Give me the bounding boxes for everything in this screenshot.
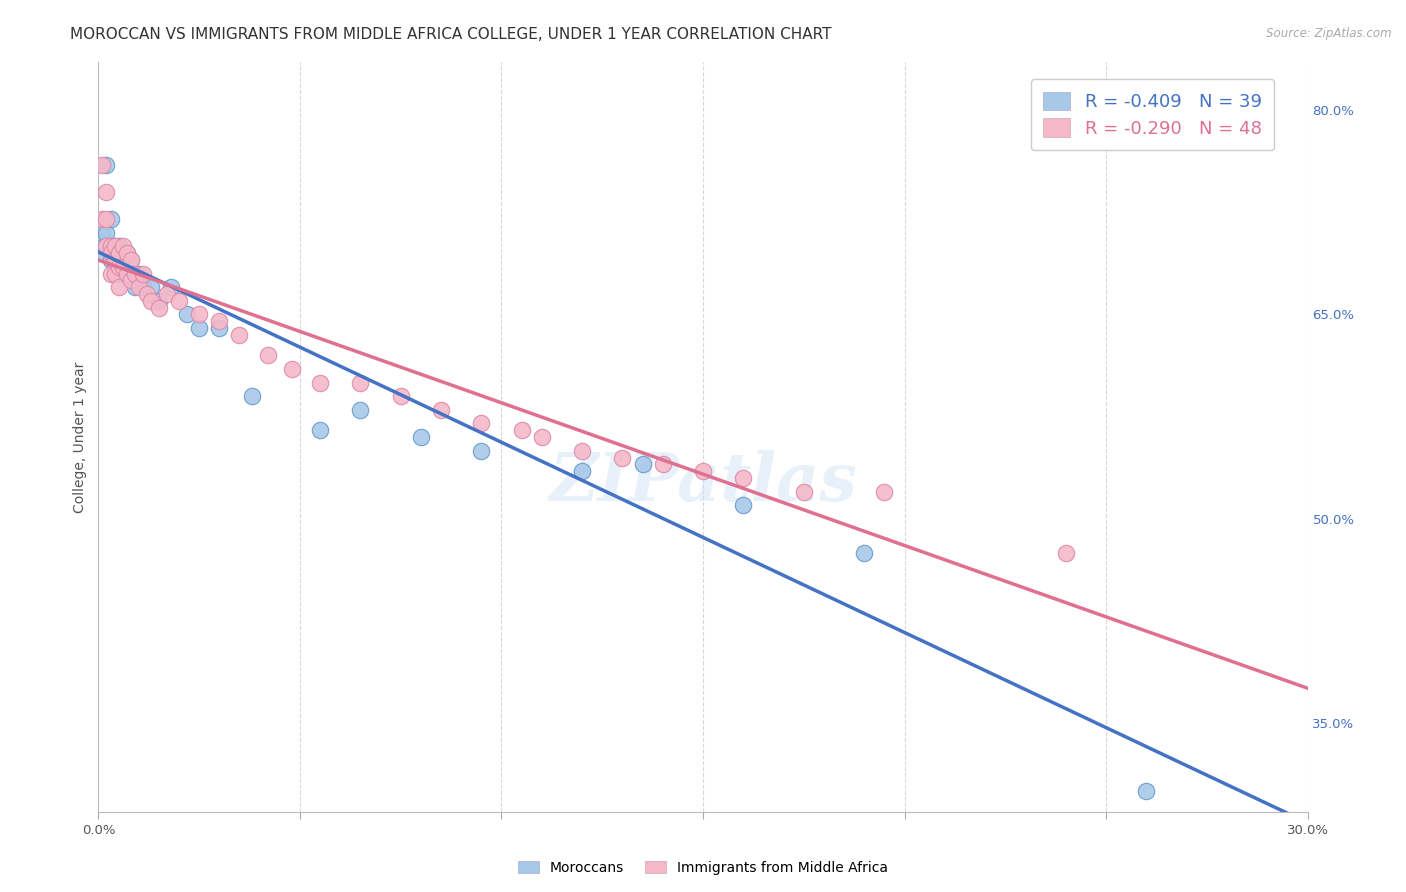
Point	[733, 498, 755, 512]
Point	[132, 267, 155, 281]
Point	[853, 546, 876, 560]
Point	[309, 423, 332, 437]
Point	[470, 417, 492, 431]
Y-axis label: College, Under 1 year: College, Under 1 year	[73, 361, 87, 513]
Point	[148, 293, 170, 308]
Point	[228, 327, 250, 342]
Point	[103, 246, 125, 260]
Point	[128, 267, 150, 281]
Point	[167, 293, 190, 308]
Point	[115, 246, 138, 260]
Point	[111, 260, 134, 274]
Point	[107, 246, 129, 260]
Legend: Moroccans, Immigrants from Middle Africa: Moroccans, Immigrants from Middle Africa	[512, 855, 894, 880]
Point	[124, 267, 146, 281]
Point	[100, 212, 122, 227]
Point	[96, 226, 118, 240]
Point	[115, 267, 138, 281]
Point	[651, 458, 673, 472]
Point	[124, 280, 146, 294]
Point	[281, 362, 304, 376]
Point	[100, 267, 122, 281]
Point	[100, 239, 122, 253]
Point	[103, 260, 125, 274]
Point	[132, 280, 155, 294]
Point	[510, 423, 533, 437]
Point	[96, 158, 118, 172]
Point	[96, 239, 118, 253]
Point	[103, 267, 125, 281]
Point	[631, 458, 654, 472]
Point	[1135, 784, 1157, 798]
Point	[389, 389, 412, 403]
Point	[91, 212, 114, 227]
Point	[107, 260, 129, 274]
Point	[111, 239, 134, 253]
Point	[188, 308, 211, 322]
Point	[612, 450, 634, 465]
Point	[430, 402, 453, 417]
Point	[100, 252, 122, 267]
Point	[733, 471, 755, 485]
Point	[107, 239, 129, 253]
Point	[120, 252, 142, 267]
Point	[176, 308, 198, 322]
Point	[208, 321, 231, 335]
Point	[208, 314, 231, 328]
Point	[91, 239, 114, 253]
Point	[100, 239, 122, 253]
Point	[96, 239, 118, 253]
Point	[692, 464, 714, 478]
Point	[91, 158, 114, 172]
Point	[115, 267, 138, 281]
Text: Source: ZipAtlas.com: Source: ZipAtlas.com	[1267, 27, 1392, 40]
Point	[107, 267, 129, 281]
Point	[135, 287, 157, 301]
Point	[115, 246, 138, 260]
Point	[470, 443, 492, 458]
Legend: R = -0.409   N = 39, R = -0.290   N = 48: R = -0.409 N = 39, R = -0.290 N = 48	[1031, 79, 1274, 150]
Point	[530, 430, 553, 444]
Point	[103, 252, 125, 267]
Point	[139, 293, 162, 308]
Point	[120, 252, 142, 267]
Point	[349, 402, 371, 417]
Point	[309, 376, 332, 390]
Point	[240, 389, 263, 403]
Point	[793, 484, 815, 499]
Point	[100, 246, 122, 260]
Point	[156, 287, 179, 301]
Point	[1054, 546, 1077, 560]
Point	[107, 246, 129, 260]
Point	[91, 226, 114, 240]
Point	[111, 246, 134, 260]
Point	[103, 239, 125, 253]
Point	[111, 260, 134, 274]
Point	[160, 280, 183, 294]
Point	[103, 239, 125, 253]
Point	[96, 185, 118, 199]
Point	[571, 443, 593, 458]
Text: ZIPatlas: ZIPatlas	[550, 450, 856, 515]
Point	[148, 301, 170, 315]
Point	[256, 348, 278, 362]
Point	[96, 212, 118, 227]
Point	[107, 280, 129, 294]
Point	[409, 430, 432, 444]
Point	[91, 246, 114, 260]
Point	[873, 484, 896, 499]
Point	[349, 376, 371, 390]
Point	[571, 464, 593, 478]
Point	[188, 321, 211, 335]
Point	[128, 280, 150, 294]
Text: MOROCCAN VS IMMIGRANTS FROM MIDDLE AFRICA COLLEGE, UNDER 1 YEAR CORRELATION CHAR: MOROCCAN VS IMMIGRANTS FROM MIDDLE AFRIC…	[70, 27, 832, 42]
Point	[139, 280, 162, 294]
Point	[120, 273, 142, 287]
